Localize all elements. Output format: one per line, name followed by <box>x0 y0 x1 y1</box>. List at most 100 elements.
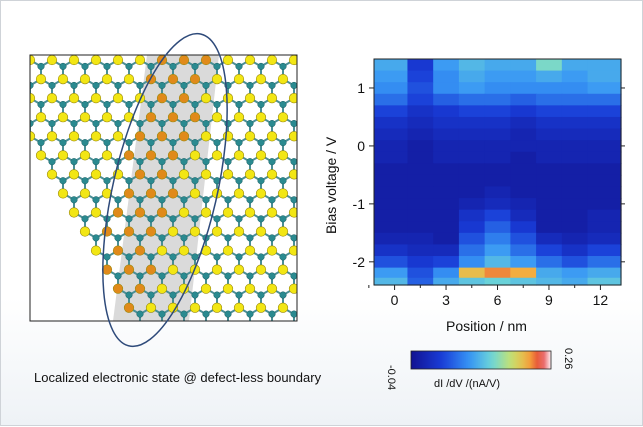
boundary-atom <box>189 112 201 123</box>
metal-atom <box>191 177 199 185</box>
sulfur-atom <box>167 226 179 237</box>
metal-atom <box>235 291 243 299</box>
heatmap-cell <box>510 186 537 199</box>
sulfur-atom <box>255 264 267 275</box>
metal-atom <box>180 158 188 166</box>
sulfur-atom <box>233 112 245 123</box>
heatmap-cell <box>433 277 460 286</box>
sulfur-atom <box>200 283 212 294</box>
boundary-atom <box>145 112 157 123</box>
heatmap-cell <box>374 116 409 130</box>
heatmap-cell <box>374 267 409 279</box>
metal-atom <box>213 291 221 299</box>
metal-atom <box>246 158 254 166</box>
boundary-atom <box>123 264 135 275</box>
heatmap-cell <box>407 70 434 83</box>
metal-atom <box>268 196 276 204</box>
boundary-atom <box>112 245 124 256</box>
sulfur-atom <box>266 283 278 294</box>
metal-atom <box>125 215 133 223</box>
heatmap-cell <box>536 140 563 153</box>
heatmap-cell <box>484 140 511 153</box>
metal-atom <box>191 139 199 147</box>
heatmap-cell <box>433 128 460 141</box>
heatmap-cell <box>374 82 409 95</box>
heatmap-cell <box>587 221 622 234</box>
sulfur-atom <box>200 131 212 142</box>
boundary-atom <box>123 226 135 237</box>
boundary-atom <box>178 131 190 142</box>
heatmap-cell <box>374 277 409 286</box>
sulfur-atom <box>79 150 91 161</box>
metal-atom <box>103 62 111 70</box>
heatmap-cell <box>374 70 409 83</box>
metal-atom <box>147 62 155 70</box>
metal-atom <box>158 120 166 128</box>
heatmap-cell <box>510 221 537 234</box>
sulfur-atom <box>266 93 278 104</box>
metal-atom <box>246 310 254 318</box>
heatmap-cell <box>458 244 486 257</box>
heatmap-cell <box>587 128 622 141</box>
heatmap-cell <box>433 198 460 211</box>
boundary-atom <box>134 283 146 294</box>
metal-atom <box>268 81 276 90</box>
heatmap-cell <box>561 163 589 176</box>
lattice-group <box>30 55 297 321</box>
x-tick-label: 3 <box>442 292 450 308</box>
metal-atom <box>235 100 243 109</box>
heatmap-cell <box>561 256 589 269</box>
y-tick-label: -2 <box>353 254 366 270</box>
metal-atom <box>48 120 56 128</box>
metal-atom <box>191 100 199 109</box>
metal-atom <box>235 177 243 185</box>
sulfur-atom <box>101 150 113 161</box>
metal-atom <box>147 253 155 261</box>
sulfur-atom <box>288 283 297 294</box>
heatmap-cell <box>484 116 511 130</box>
metal-atom <box>279 253 287 261</box>
boundary-atom <box>112 283 124 294</box>
heatmap-cell <box>510 128 537 141</box>
sulfur-atom <box>189 302 201 313</box>
heatmap-cell <box>536 59 563 72</box>
heatmap-cell <box>458 59 486 72</box>
metal-atom <box>158 81 166 90</box>
sulfur-atom <box>178 169 190 180</box>
heatmap-cell <box>407 151 434 164</box>
metal-atom <box>147 100 155 109</box>
heatmap-cell <box>407 59 434 72</box>
heatmap-cell <box>484 70 511 83</box>
metal-atom <box>268 234 276 242</box>
metal-atom <box>37 139 45 147</box>
heatmap-cell <box>374 93 409 106</box>
heatmap-cell <box>374 128 409 141</box>
metal-atom <box>191 215 199 223</box>
metal-atom <box>224 310 232 318</box>
heatmap-cell <box>536 128 563 141</box>
heatmap-cell <box>587 267 622 279</box>
metal-atom <box>147 291 155 299</box>
metal-atom <box>59 177 67 185</box>
metal-atom <box>202 81 210 90</box>
boundary-atom <box>178 93 190 104</box>
colorbar-max-label: 0.26 <box>562 348 574 370</box>
y-tick-label: -1 <box>353 196 366 212</box>
metal-atom <box>235 215 243 223</box>
metal-atom <box>202 158 210 166</box>
sulfur-atom <box>57 112 69 123</box>
sulfur-atom <box>68 131 80 142</box>
heatmap-cell <box>561 221 589 234</box>
sulfur-atom <box>189 226 201 237</box>
heatmap-cell <box>587 244 622 257</box>
sulfur-atom <box>79 226 91 237</box>
heatmap-cell <box>407 244 434 257</box>
metal-atom <box>279 177 287 185</box>
metal-atom <box>136 158 144 166</box>
sulfur-atom <box>79 74 91 85</box>
heatmap-cell <box>484 174 511 188</box>
sulfur-atom <box>266 245 278 256</box>
heatmap-cell <box>407 256 434 269</box>
heatmap-cell <box>587 116 622 130</box>
heatmap-cell <box>587 93 622 106</box>
